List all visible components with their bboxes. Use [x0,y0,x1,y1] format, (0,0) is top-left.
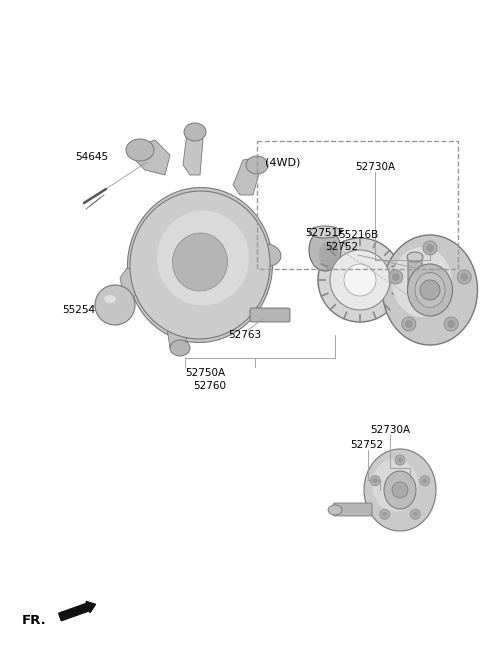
Circle shape [380,509,390,519]
Ellipse shape [104,295,116,303]
Circle shape [457,270,471,284]
Ellipse shape [415,273,445,307]
Polygon shape [183,130,203,175]
Ellipse shape [246,156,268,174]
Ellipse shape [364,449,436,531]
Ellipse shape [253,244,281,266]
Circle shape [420,476,430,486]
Text: 54645: 54645 [75,152,108,162]
Circle shape [392,273,400,281]
Text: (4WD): (4WD) [265,157,300,168]
Circle shape [395,455,405,465]
FancyBboxPatch shape [333,503,372,516]
Ellipse shape [157,210,249,306]
Circle shape [344,264,376,296]
Ellipse shape [309,229,341,271]
Text: 52760: 52760 [193,381,226,391]
FancyBboxPatch shape [250,308,290,322]
Circle shape [447,320,455,328]
Circle shape [370,476,380,486]
Circle shape [423,241,437,255]
FancyBboxPatch shape [408,255,422,289]
Text: 52750A: 52750A [185,368,225,378]
Ellipse shape [157,210,252,310]
Polygon shape [233,158,260,195]
Ellipse shape [130,191,270,339]
Ellipse shape [319,241,339,269]
Circle shape [422,478,427,484]
Circle shape [426,244,434,252]
Text: 55254: 55254 [62,305,95,315]
Circle shape [410,509,420,519]
Polygon shape [135,140,170,175]
Ellipse shape [407,252,423,262]
Text: 52763: 52763 [228,330,261,340]
Circle shape [460,273,468,281]
Ellipse shape [126,139,154,161]
FancyArrow shape [59,601,96,621]
Circle shape [389,270,403,284]
Circle shape [318,238,402,322]
Circle shape [420,280,440,300]
Circle shape [405,320,413,328]
Ellipse shape [172,233,228,291]
Bar [257,141,458,269]
Circle shape [382,512,387,517]
Circle shape [402,317,416,331]
Text: 52730A: 52730A [370,425,410,435]
Polygon shape [167,318,187,350]
Ellipse shape [384,471,416,509]
Ellipse shape [372,459,418,512]
Circle shape [330,250,390,310]
Ellipse shape [383,235,478,345]
Circle shape [392,482,408,498]
Text: 52752: 52752 [325,242,358,252]
Circle shape [95,285,135,325]
Ellipse shape [328,505,342,515]
Circle shape [373,478,378,484]
Ellipse shape [309,226,341,238]
Ellipse shape [408,264,453,316]
Polygon shape [120,268,140,298]
Circle shape [413,512,418,517]
Ellipse shape [170,340,190,356]
Text: 55216B: 55216B [338,230,378,240]
Ellipse shape [170,229,230,294]
Text: 52752: 52752 [350,440,383,450]
Ellipse shape [184,123,206,141]
Text: FR.: FR. [22,614,47,627]
Ellipse shape [392,247,452,317]
Text: 52751F: 52751F [305,228,344,238]
Ellipse shape [128,187,273,342]
Circle shape [397,457,403,463]
Text: 52730A: 52730A [355,162,395,172]
Circle shape [444,317,458,331]
